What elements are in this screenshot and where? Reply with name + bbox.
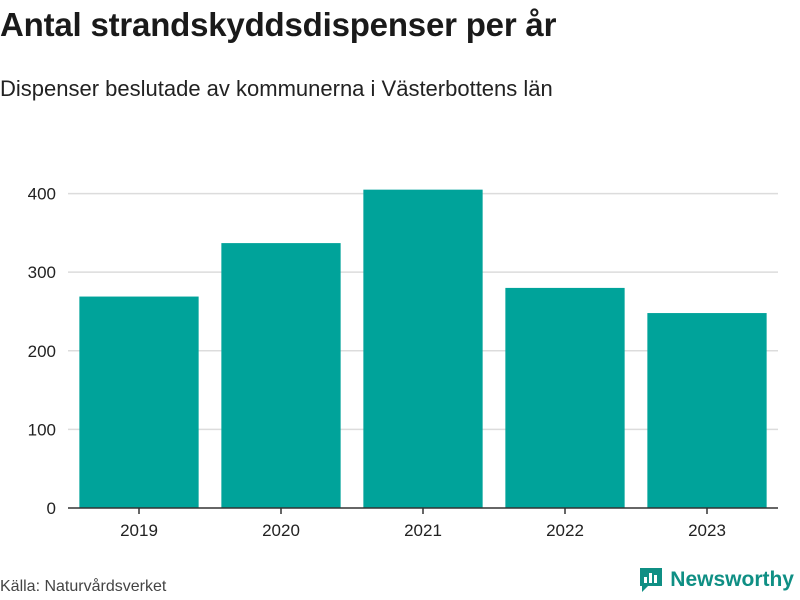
bar-2023[interactable] bbox=[647, 313, 767, 508]
bar-2019[interactable] bbox=[79, 296, 199, 508]
y-axis-ticks: 0 100 200 300 400 bbox=[28, 185, 56, 518]
y-tick-label: 300 bbox=[28, 263, 56, 282]
source-note: Källa: Naturvårdsverket bbox=[0, 578, 167, 595]
y-tick-label: 400 bbox=[28, 185, 56, 204]
chart-title: Antal strandskyddsdispenser per år bbox=[0, 6, 557, 43]
x-tick-label: 2019 bbox=[120, 521, 158, 540]
x-tick-label: 2020 bbox=[262, 521, 300, 540]
x-tick-label: 2022 bbox=[546, 521, 584, 540]
y-tick-label: 100 bbox=[28, 420, 56, 439]
bars bbox=[79, 189, 767, 508]
newsworthy-logo-icon bbox=[640, 568, 663, 592]
bar-2020[interactable] bbox=[221, 243, 341, 508]
brand[interactable]: Newsworthy bbox=[638, 566, 794, 594]
x-axis-ticks: 2019 2020 2021 2022 2023 bbox=[120, 508, 726, 540]
brand-name: Newsworthy bbox=[670, 568, 794, 591]
bar-2021[interactable] bbox=[363, 189, 483, 508]
y-tick-label: 0 bbox=[47, 499, 56, 518]
bar-2022[interactable] bbox=[505, 287, 625, 508]
x-tick-label: 2023 bbox=[688, 521, 726, 540]
x-tick-label: 2021 bbox=[404, 521, 442, 540]
chart-subtitle: Dispenser beslutade av kommunerna i Väst… bbox=[0, 76, 553, 101]
y-tick-label: 200 bbox=[28, 342, 56, 361]
